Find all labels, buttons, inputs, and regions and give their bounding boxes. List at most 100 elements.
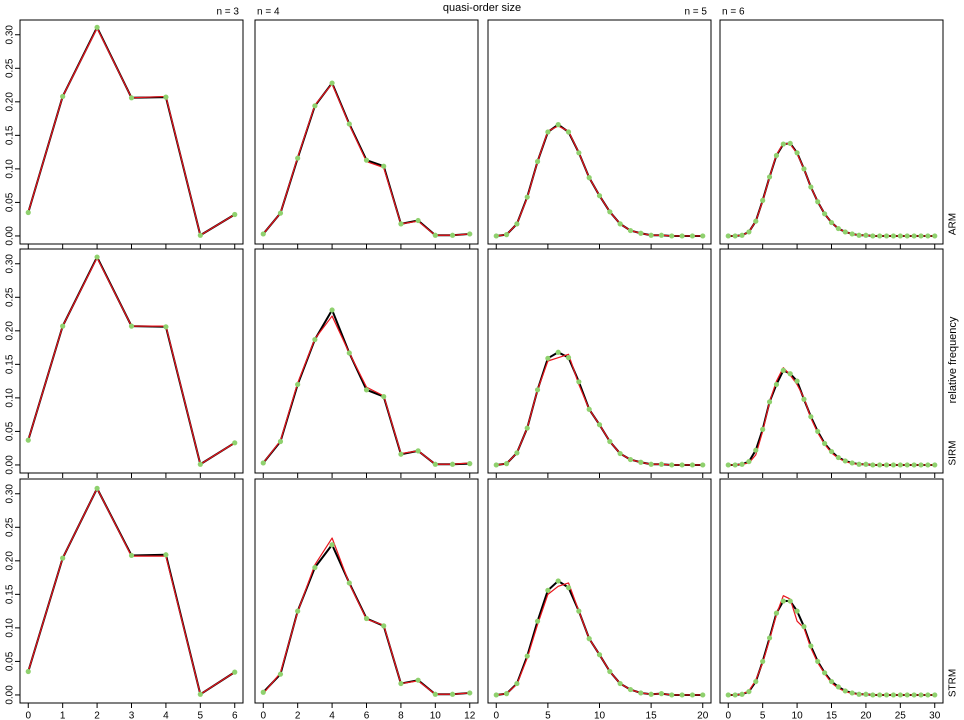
data-point [586, 175, 592, 181]
row-label: ARM [948, 213, 959, 235]
data-point [773, 381, 780, 388]
data-point [197, 691, 203, 697]
series-line [27, 487, 236, 696]
data-point [363, 157, 370, 163]
data-point [658, 232, 665, 238]
panel-frame [19, 19, 244, 245]
x-tick-label: 6 [364, 711, 370, 720]
x-tick-label: 5 [545, 711, 551, 720]
data-point [363, 387, 370, 393]
data-point [128, 323, 135, 329]
data-point [128, 552, 135, 559]
data-point [911, 462, 917, 468]
x-tick-label: 6 [232, 711, 238, 720]
data-point [596, 193, 603, 199]
y-tick-label: 0.15 [5, 584, 16, 604]
x-tick-label: 4 [163, 711, 169, 720]
y-tick-label: 0.15 [5, 125, 16, 145]
y-tick-label: 0.15 [5, 354, 16, 374]
data-point [669, 692, 675, 698]
data-point [863, 232, 869, 238]
data-point [689, 462, 696, 468]
data-point [565, 585, 572, 591]
data-point [870, 462, 876, 468]
data-point [773, 610, 780, 616]
data-point [163, 324, 169, 330]
data-point [346, 350, 352, 356]
series-line [496, 351, 703, 466]
data-point [163, 94, 169, 100]
panel-frame [19, 248, 244, 474]
data-point [746, 229, 752, 235]
y-tick-label: 0.10 [5, 388, 16, 408]
data-point [534, 387, 541, 393]
data-point [877, 233, 883, 239]
data-point [638, 459, 644, 465]
data-point [277, 210, 284, 216]
data-point [794, 378, 800, 384]
data-point [828, 678, 835, 685]
data-point [849, 690, 855, 696]
y-tick-label: 0.30 [5, 25, 16, 45]
data-point [808, 184, 814, 190]
data-point [849, 231, 855, 237]
column-label: n = 5 [684, 7, 707, 18]
x-tick-label: 2 [94, 711, 100, 720]
data-point [780, 598, 786, 604]
data-point [94, 24, 100, 30]
data-point [617, 680, 623, 687]
series-line [27, 487, 236, 695]
data-point [725, 692, 731, 698]
data-point [856, 691, 862, 697]
data-point [732, 233, 738, 239]
data-point [534, 158, 541, 165]
x-tick-label: 10 [792, 711, 804, 720]
data-point [890, 692, 897, 698]
series-line [496, 582, 703, 696]
data-point [586, 636, 592, 642]
data-point [815, 199, 821, 205]
data-point [329, 80, 335, 86]
data-point [398, 221, 404, 227]
data-point [648, 461, 654, 467]
data-point [835, 684, 841, 690]
series-line [496, 123, 703, 237]
data-point [586, 406, 592, 412]
data-point [787, 371, 793, 377]
data-point [277, 438, 284, 445]
data-point [232, 669, 238, 675]
data-point [932, 692, 938, 698]
data-point [877, 692, 883, 698]
data-point [700, 692, 706, 698]
data-point [780, 367, 786, 373]
data-point [415, 217, 421, 224]
data-point [493, 233, 499, 239]
data-point [658, 461, 665, 467]
data-point [883, 692, 890, 698]
data-point [60, 323, 66, 329]
x-tick-label: 20 [860, 711, 872, 720]
x-tick-label: 10 [594, 711, 606, 720]
data-point [312, 103, 318, 109]
data-point [60, 93, 66, 100]
data-point [883, 462, 890, 468]
data-point [725, 462, 731, 468]
data-point [760, 197, 766, 204]
x-tick-label: 0 [25, 711, 31, 720]
data-point [607, 209, 613, 215]
data-point [760, 658, 766, 665]
y-tick-label: 0.10 [5, 618, 16, 638]
data-point [760, 426, 766, 433]
data-point [449, 232, 456, 238]
y-tick-label: 0.20 [5, 551, 16, 571]
data-point [576, 150, 582, 156]
data-point [766, 635, 773, 641]
data-point [617, 450, 623, 457]
data-point [346, 580, 352, 586]
x-tick-label: 25 [895, 711, 907, 720]
y-tick-label: 0.25 [5, 58, 16, 78]
data-point [801, 396, 807, 402]
series-line [27, 27, 236, 236]
y-tick-label: 0.00 [5, 685, 16, 705]
y-tick-label: 0.10 [5, 159, 16, 179]
